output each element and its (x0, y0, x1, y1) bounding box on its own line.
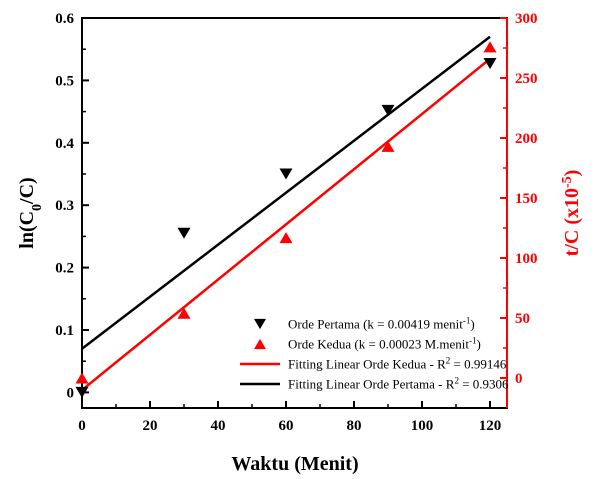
x-tick-label: 80 (347, 418, 362, 434)
x-axis-title: Waktu (Menit) (231, 453, 358, 475)
y-left-tick-label: 0.5 (55, 73, 74, 89)
orde-kedua-point (483, 41, 497, 53)
x-tick-label: 120 (479, 418, 502, 434)
y-right-tick-label: 100 (515, 251, 538, 267)
orde-kedua-point (279, 232, 293, 244)
y-right-tick-label: 300 (515, 11, 538, 27)
orde-kedua-point (381, 140, 395, 152)
x-tick-label: 60 (279, 418, 294, 434)
legend-entry-label: Orde Pertama (k = 0.00419 menit-1) (288, 316, 475, 332)
y-left-tick-label: 0 (67, 385, 75, 401)
y-right-tick-label: 150 (515, 191, 538, 207)
legend-marker-swatch (254, 318, 266, 330)
x-tick-label: 20 (143, 418, 158, 434)
y-right-tick-label: 200 (515, 131, 538, 147)
y-left-tick-label: 0.4 (55, 136, 74, 152)
y-left-tick-label: 0.2 (55, 261, 74, 277)
legend-marker-swatch (254, 338, 266, 350)
y-right-tick-label: 250 (515, 71, 538, 87)
legend: Orde Pertama (k = 0.00419 menit-1) Orde K… (240, 316, 509, 392)
orde-kedua-point (75, 372, 89, 384)
fit-line-orde-kedua (81, 57, 491, 391)
legend-entry-label: Orde Kedua (k = 0.00023 M.menit-1) (288, 336, 481, 352)
y-left-tick-label: 0.6 (55, 11, 74, 27)
y-axis-left-title: ln(C0/C) (16, 177, 45, 248)
y-axis-right-title: t/C (x10-5) (560, 170, 584, 257)
orde-pertama-point (381, 104, 395, 116)
x-tick-label: 100 (411, 418, 434, 434)
orde-pertama-point (75, 386, 89, 398)
y-right-tick-label: 50 (515, 311, 530, 327)
orde-kedua-point (177, 307, 191, 319)
orde-pertama-point (279, 168, 293, 180)
orde-pertama-point (483, 58, 497, 70)
y-left-tick-label: 0.1 (55, 323, 74, 339)
legend-entry-label: Fitting Linear Orde Kedua - R2 = 0.99146 (288, 356, 507, 372)
y-right-tick-label: 0 (515, 371, 523, 387)
legend-entry-label: Fitting Linear Orde Pertama - R2 = 0.930… (288, 376, 509, 392)
x-tick-label: 0 (78, 418, 86, 434)
orde-pertama-point (177, 227, 191, 239)
y-left-tick-label: 0.3 (55, 198, 74, 214)
fit-line-orde-pertama (81, 35, 491, 350)
x-tick-label: 40 (211, 418, 226, 434)
